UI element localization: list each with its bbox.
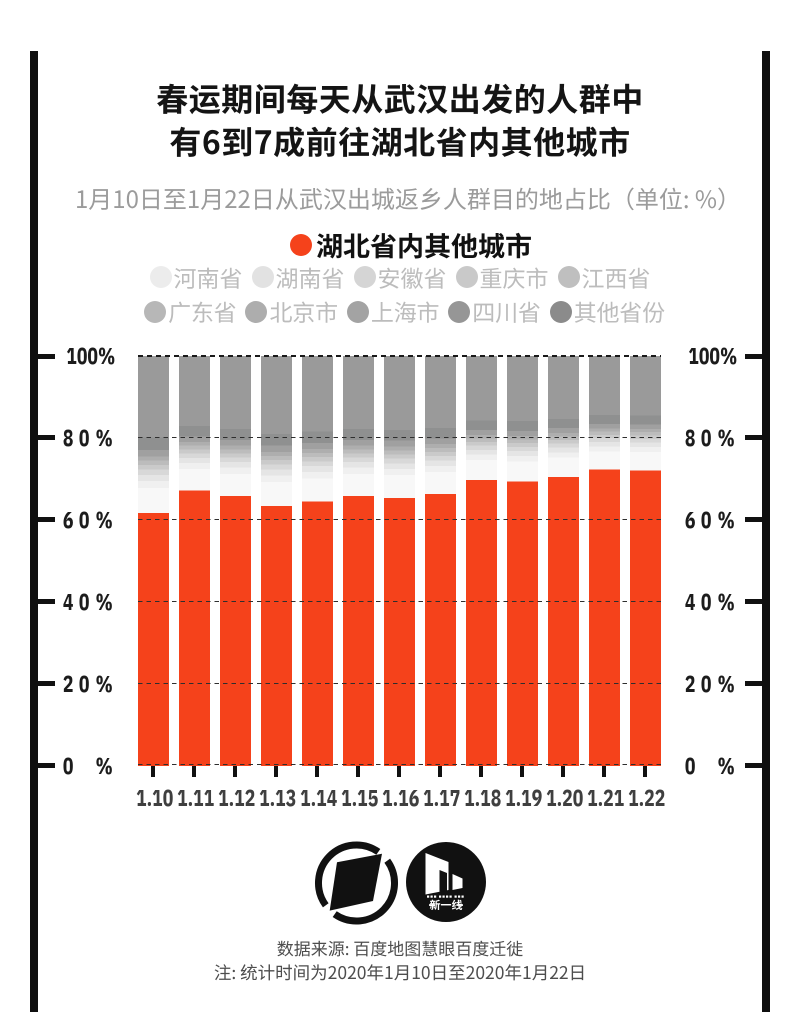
svg-text:新一线: 新一线 xyxy=(430,897,463,913)
